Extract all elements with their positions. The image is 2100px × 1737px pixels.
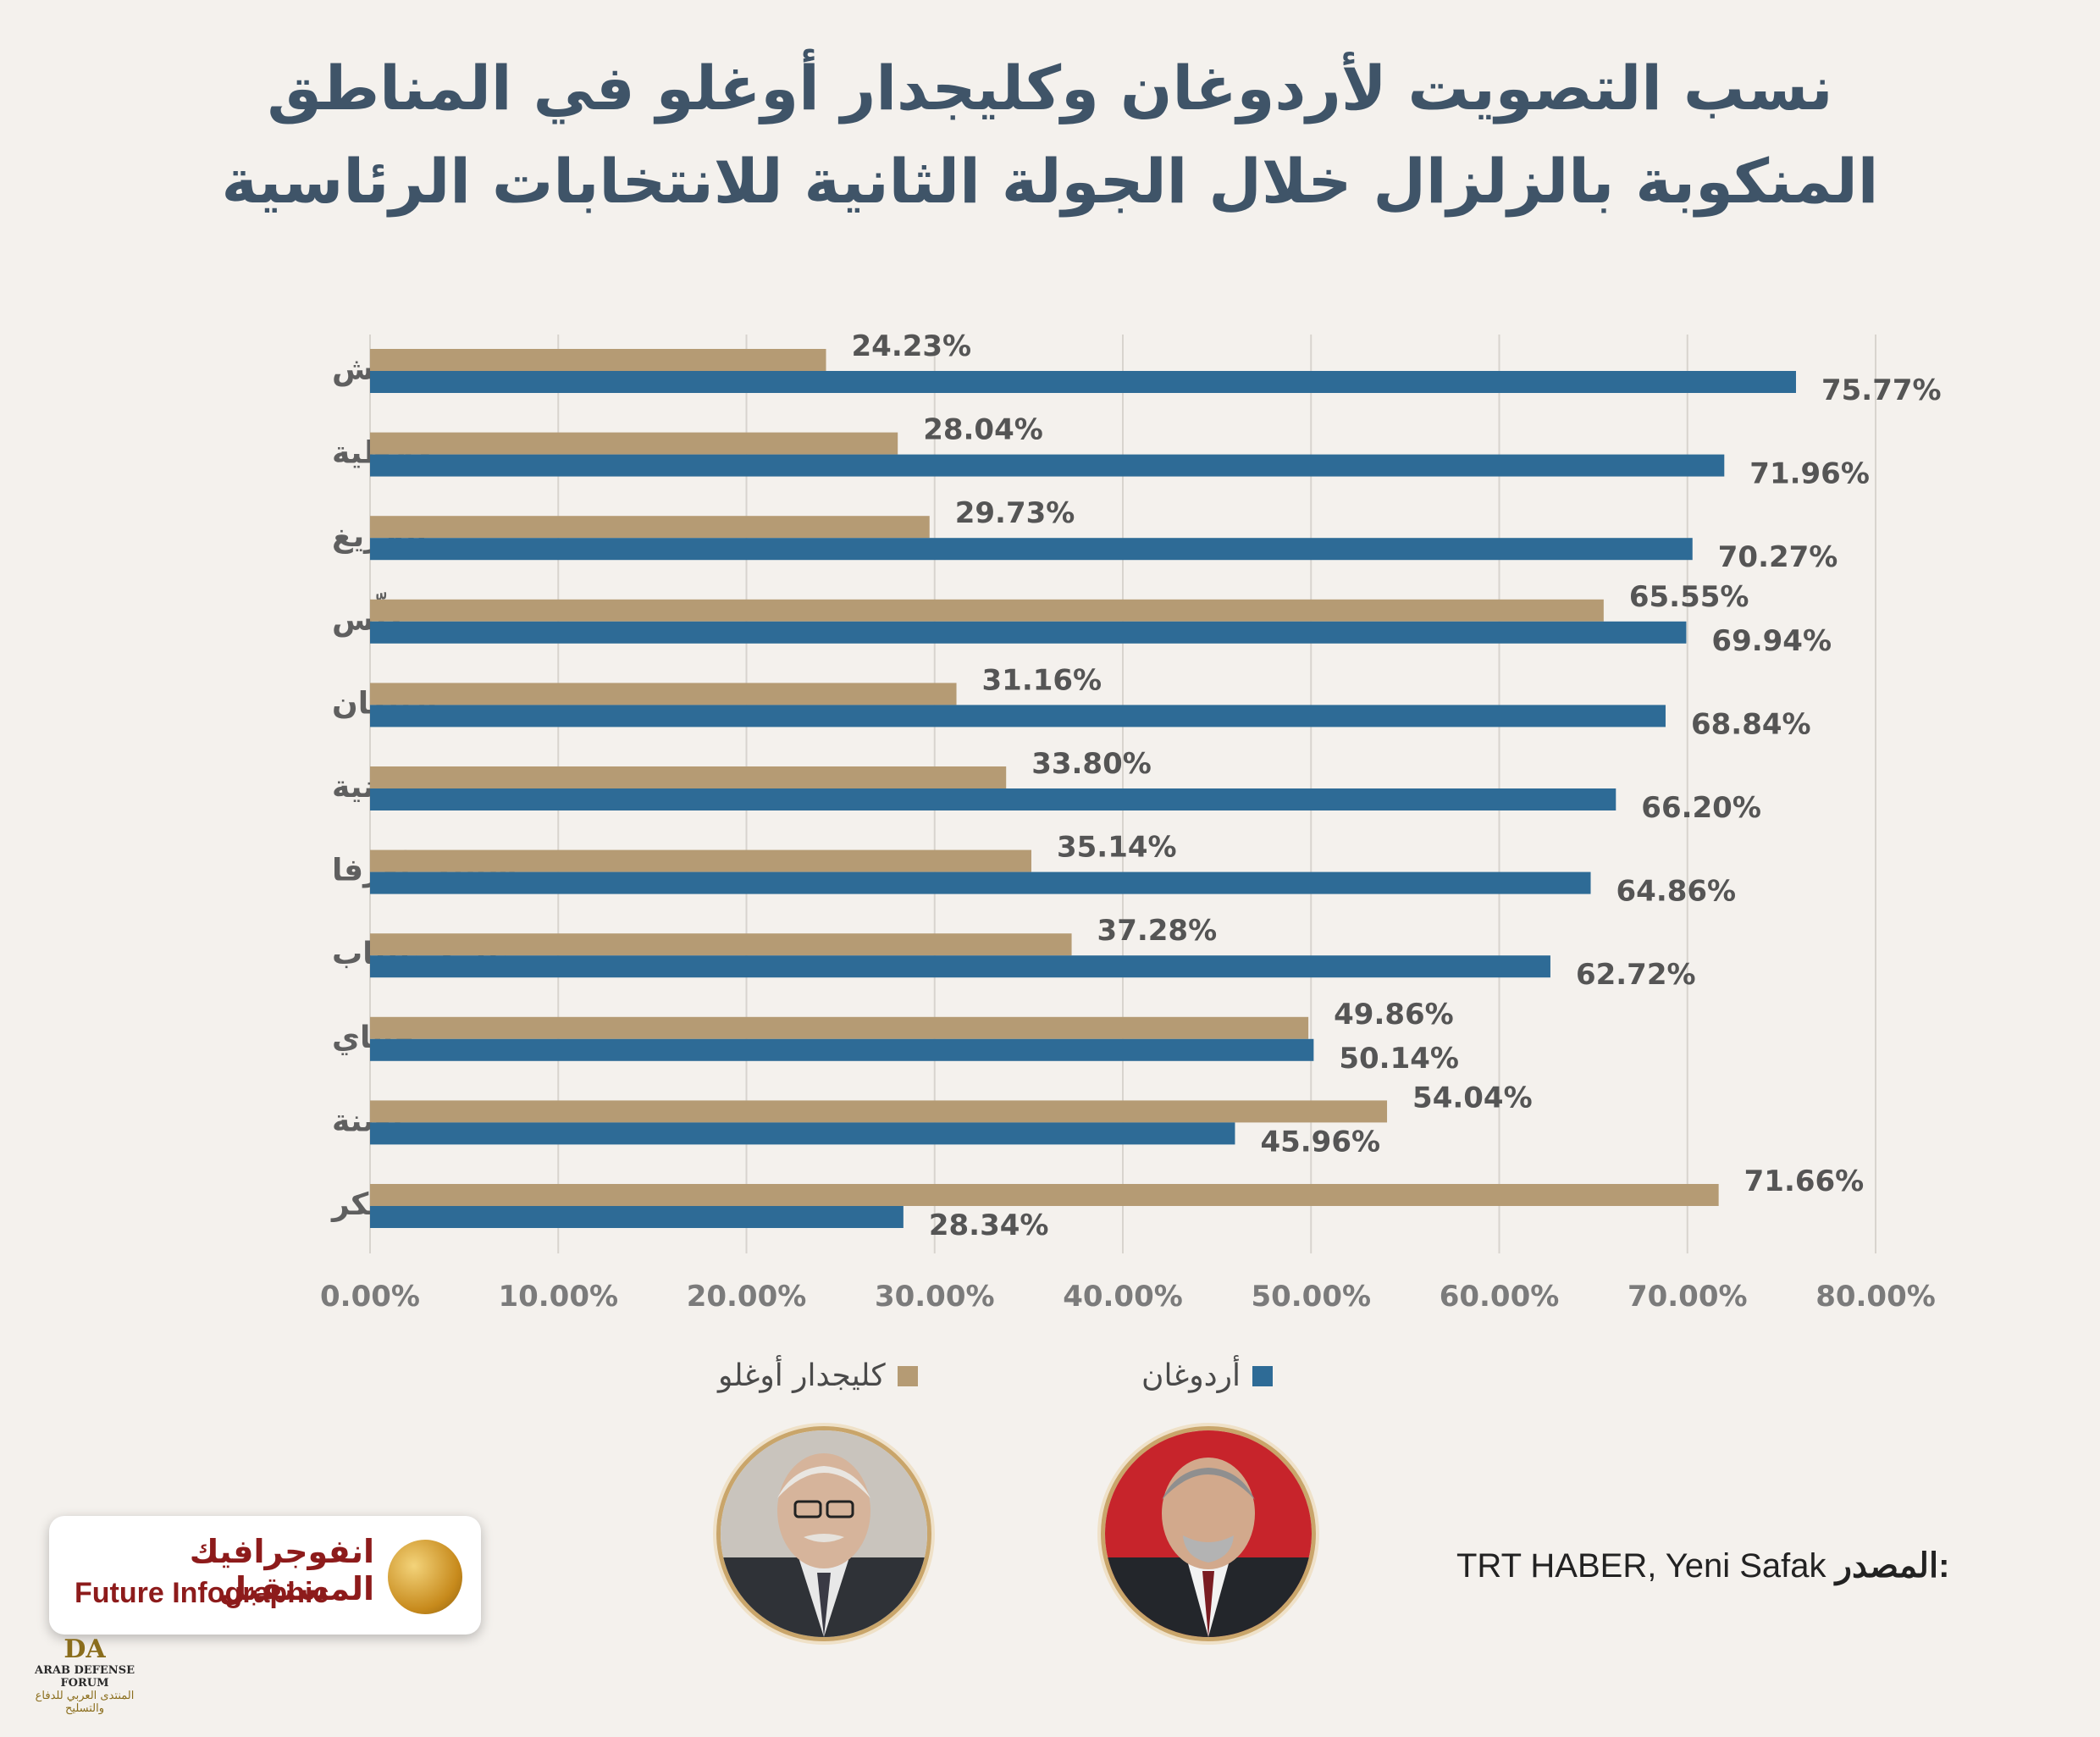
x-tick-label: 80.00% bbox=[1815, 1280, 1936, 1314]
x-tick-label: 40.00% bbox=[1063, 1280, 1183, 1314]
value-label-erdogan: 50.14% bbox=[1339, 1042, 1459, 1076]
forum-name: ARAB DEFENSE FORUM bbox=[35, 1664, 135, 1690]
logo-english-text: Future Infographic bbox=[75, 1577, 329, 1609]
legend-label-kilicdaroglu: كليجدار أوغلو bbox=[718, 1358, 886, 1393]
value-label-kilicdaroglu: 35.14% bbox=[1057, 831, 1177, 865]
source-text: TRT HABER, Yeni Safak bbox=[1456, 1547, 1826, 1585]
value-label-erdogan: 70.27% bbox=[1718, 540, 1838, 574]
arab-defense-forum-logo: DA ARAB DEFENSE FORUM المنتدى العربي للد… bbox=[17, 1635, 152, 1728]
bar-erdogan bbox=[370, 705, 1666, 727]
legend-swatch-erdogan bbox=[1252, 1365, 1274, 1386]
value-label-erdogan: 71.96% bbox=[1749, 457, 1870, 491]
value-label-erdogan: 75.77% bbox=[1821, 373, 1942, 407]
value-label-kilicdaroglu: 29.73% bbox=[955, 496, 1075, 530]
future-infographic-logo: انفوجرافيك المستقبل Future Infographic bbox=[49, 1516, 481, 1635]
forum-arabic-name: المنتدى العربي للدفاع والتسليح bbox=[35, 1690, 135, 1715]
bar-erdogan bbox=[370, 538, 1693, 561]
bar-kilicdaroglu bbox=[370, 1184, 1719, 1206]
x-tick-label: 70.00% bbox=[1628, 1280, 1748, 1314]
source-label: المصدر: bbox=[1835, 1547, 1950, 1585]
bar-erdogan bbox=[370, 371, 1796, 393]
bar-kilicdaroglu bbox=[370, 432, 898, 455]
x-tick-label: 60.00% bbox=[1440, 1280, 1560, 1314]
value-label-erdogan: 28.34% bbox=[929, 1209, 1049, 1242]
bar-kilicdaroglu bbox=[370, 349, 826, 371]
x-tick-label: 0.00% bbox=[320, 1280, 420, 1314]
legend-label-erdogan: أردوغان bbox=[1141, 1358, 1241, 1393]
value-label-kilicdaroglu: 65.55% bbox=[1629, 580, 1749, 614]
value-label-kilicdaroglu: 28.04% bbox=[923, 413, 1043, 447]
x-tick-label: 30.00% bbox=[875, 1280, 995, 1314]
bar-erdogan bbox=[370, 454, 1725, 477]
kilicdaroglu-portrait bbox=[716, 1426, 931, 1641]
source-note: TRT HABER, Yeni Safak المصدر: bbox=[1456, 1546, 1949, 1585]
value-label-erdogan: 64.86% bbox=[1616, 875, 1737, 909]
value-label-kilicdaroglu: 31.16% bbox=[982, 663, 1102, 697]
bar-erdogan bbox=[370, 1206, 904, 1228]
bar-kilicdaroglu bbox=[370, 1016, 1309, 1039]
bar-erdogan bbox=[370, 955, 1550, 978]
bar-kilicdaroglu bbox=[370, 683, 957, 705]
bar-kilicdaroglu bbox=[370, 599, 1604, 622]
value-label-erdogan: 45.96% bbox=[1260, 1125, 1380, 1159]
x-tick-label: 50.00% bbox=[1251, 1280, 1371, 1314]
bar-kilicdaroglu bbox=[370, 933, 1072, 956]
bar-kilicdaroglu bbox=[370, 516, 930, 539]
x-tick-label: 10.00% bbox=[498, 1280, 618, 1314]
value-label-kilicdaroglu: 24.23% bbox=[852, 329, 972, 363]
forum-mark: DA bbox=[64, 1635, 106, 1664]
value-label-kilicdaroglu: 54.04% bbox=[1412, 1081, 1533, 1115]
value-label-erdogan: 62.72% bbox=[1576, 958, 1696, 992]
value-label-kilicdaroglu: 33.80% bbox=[1031, 747, 1152, 781]
legend-erdogan: أردوغان bbox=[1141, 1358, 1274, 1393]
value-label-erdogan: 68.84% bbox=[1691, 707, 1811, 741]
bar-erdogan bbox=[370, 621, 1687, 644]
bar-kilicdaroglu bbox=[370, 766, 1007, 788]
bar-kilicdaroglu bbox=[370, 1100, 1388, 1123]
chart-title-line-2: المنكوبة بالزلزال خلال الجولة الثانية لل… bbox=[221, 146, 1879, 217]
value-label-kilicdaroglu: 37.28% bbox=[1097, 914, 1218, 948]
value-label-erdogan: 66.20% bbox=[1641, 791, 1761, 825]
x-tick-label: 20.00% bbox=[687, 1280, 807, 1314]
bar-erdogan bbox=[370, 1038, 1314, 1061]
bar-erdogan bbox=[370, 1122, 1235, 1145]
value-label-kilicdaroglu: 49.86% bbox=[1334, 998, 1454, 1032]
bar-erdogan bbox=[370, 871, 1591, 894]
bar-erdogan bbox=[370, 788, 1616, 810]
bar-kilicdaroglu bbox=[370, 849, 1031, 872]
logo-arabic-text: انفوجرافيك المستقبل bbox=[189, 1533, 374, 1607]
legend-kilicdaroglu: كليجدار أوغلو bbox=[718, 1358, 918, 1393]
globe-icon bbox=[388, 1540, 462, 1614]
value-label-kilicdaroglu: 71.66% bbox=[1744, 1164, 1865, 1198]
erdogan-portrait bbox=[1101, 1426, 1316, 1641]
chart-title-line-1: نسب التصويت لأردوغان وكليجدار أوغلو في ا… bbox=[267, 53, 1833, 124]
value-label-erdogan: 69.94% bbox=[1711, 624, 1832, 658]
legend-swatch-kilicdaroglu bbox=[897, 1365, 918, 1386]
